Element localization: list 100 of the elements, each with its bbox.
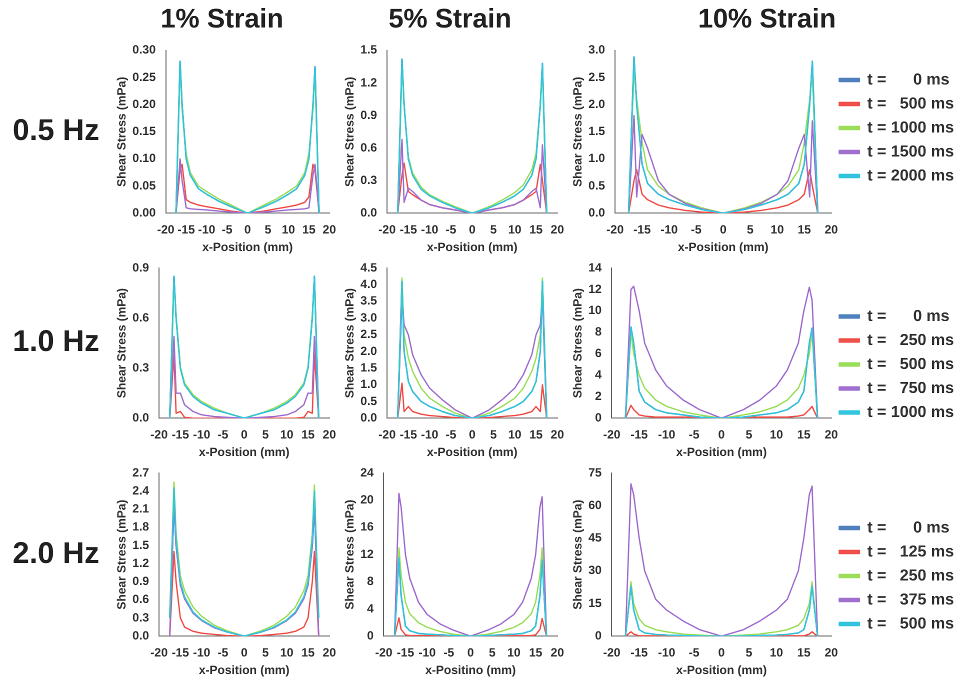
y-tick-label: 0.0 xyxy=(588,206,606,220)
y-tick-label: 0.25 xyxy=(132,70,156,84)
y-tick-label: 1.5 xyxy=(132,538,150,552)
x-axis-title: x-Positino (mm) xyxy=(425,663,516,678)
y-tick-label: 4.0 xyxy=(360,277,378,291)
y-tick-label: 0.6 xyxy=(360,140,378,154)
x-tick-label: -5 xyxy=(222,222,233,237)
y-tick-label: 10 xyxy=(588,303,602,318)
x-tick-label: 5 xyxy=(490,428,498,442)
y-tick-label: 6 xyxy=(595,346,602,360)
legend-label: t = 500 ms xyxy=(867,615,954,632)
y-tick-label: 1.5 xyxy=(360,360,378,374)
y-tick-label: 1.8 xyxy=(132,520,150,534)
x-tick-label: -5 xyxy=(690,222,702,237)
x-tick-label: 20 xyxy=(322,428,336,442)
y-tick-label: 2.4 xyxy=(132,483,150,498)
x-tick-label: 10 xyxy=(508,222,522,237)
x-tick-label: -20 xyxy=(150,428,168,442)
y-tick-label: 12 xyxy=(360,546,374,561)
x-tick-label: 15 xyxy=(797,646,811,660)
x-tick-label: 10 xyxy=(282,222,296,237)
x-tick-label: -5 xyxy=(444,646,454,660)
y-tick-label: 30 xyxy=(588,563,602,578)
legend-label: t = 0 ms xyxy=(867,71,950,88)
x-tick-label: 20 xyxy=(550,428,564,442)
x-tick-label: 10 xyxy=(770,428,784,442)
x-tick-label: -15 xyxy=(396,646,414,660)
y-tick-label: 20 xyxy=(360,492,374,507)
legend-label: t = 0 ms xyxy=(867,308,950,325)
y-tick-label: 0.9 xyxy=(132,574,150,588)
chart-title: 1% Strain xyxy=(160,4,284,34)
x-tick-label: 5 xyxy=(746,428,753,442)
x-tick-label: 5 xyxy=(488,646,496,660)
legend-label: t = 1000 ms xyxy=(867,404,954,421)
y-tick-label: 0.00 xyxy=(132,206,156,220)
y-tick-label: 2.0 xyxy=(588,96,606,111)
legend-label: t = 2000 ms xyxy=(867,167,954,184)
legend-label: t = 375 ms xyxy=(867,591,954,608)
x-tick-label: 20 xyxy=(824,428,838,442)
x-tick-label: 10 xyxy=(280,646,294,660)
x-tick-label: 5 xyxy=(262,646,270,660)
y-tick-label: 0.20 xyxy=(132,96,156,111)
legend-label: t = 1500 ms xyxy=(867,143,954,160)
y-tick-label: 15 xyxy=(588,596,602,610)
x-tick-label: 20 xyxy=(550,646,564,660)
x-tick-label: -20 xyxy=(375,646,393,660)
y-tick-label: 0.05 xyxy=(132,178,156,192)
x-tick-label: -15 xyxy=(172,646,190,660)
x-axis-title: x-Position (mm) xyxy=(678,240,769,254)
legend-label: t = 250 ms xyxy=(867,567,954,584)
x-tick-label: -15 xyxy=(172,428,190,442)
text: 2.0 Hz xyxy=(12,536,100,571)
x-tick-label: 15 xyxy=(528,646,543,660)
x-tick-label: -10 xyxy=(198,222,216,237)
y-tick-label: 12 xyxy=(588,282,602,296)
x-tick-label: 5 xyxy=(746,222,754,237)
x-tick-label: 15 xyxy=(302,222,316,237)
x-tick-label: 15 xyxy=(797,428,811,442)
x-axis-title: x-Position (mm) xyxy=(426,240,518,254)
x-tick-label: -5 xyxy=(218,646,229,660)
y-tick-label: 3.5 xyxy=(360,294,378,308)
x-tick-label: 10 xyxy=(507,646,521,660)
y-tick-label: 0.10 xyxy=(132,151,156,166)
x-axis-title: x-Position (mm) xyxy=(676,445,767,460)
legend-label: t = 750 ms xyxy=(867,380,954,397)
y-tick-label: 3.0 xyxy=(360,310,378,324)
x-tick-label: -20 xyxy=(378,222,396,237)
x-tick-label: 0 xyxy=(718,428,726,442)
x-axis-title: x-Position (mm) xyxy=(198,663,290,678)
x-tick-label: -20 xyxy=(378,428,396,442)
x-tick-label: 20 xyxy=(824,222,838,237)
x-tick-label: 15 xyxy=(529,222,544,237)
y-tick-label: 1.2 xyxy=(360,75,378,90)
y-axis-title: Shear Stress (mPa) xyxy=(114,500,129,610)
chart-title: 5% Strain xyxy=(388,4,512,34)
x-tick-label: -5 xyxy=(688,646,700,660)
y-tick-label: 4.5 xyxy=(360,260,378,274)
y-tick-label: 0.3 xyxy=(132,360,150,374)
y-tick-label: 1.0 xyxy=(360,377,378,392)
y-tick-label: 45 xyxy=(588,530,602,545)
y-axis-title: Shear Stress (mPa) xyxy=(570,288,585,398)
x-tick-label: 15 xyxy=(529,428,544,442)
y-axis-title: Shear Stress (mPa) xyxy=(570,500,585,610)
x-tick-label: -10 xyxy=(658,646,676,660)
x-tick-label: -5 xyxy=(446,222,457,237)
y-tick-label: 0.15 xyxy=(132,124,156,138)
y-tick-label: 0 xyxy=(367,628,374,643)
y-tick-label: 0.0 xyxy=(360,206,378,220)
x-tick-label: 0 xyxy=(240,646,248,660)
x-axis-title: x-Position (mm) xyxy=(426,445,518,460)
x-tick-label: -10 xyxy=(418,646,436,660)
x-tick-label: 0 xyxy=(468,222,476,237)
y-tick-label: 0.30 xyxy=(132,42,156,57)
x-tick-label: 15 xyxy=(798,222,812,237)
y-tick-label: 0.5 xyxy=(360,394,378,408)
x-tick-label: 15 xyxy=(301,428,316,442)
x-axis-title: x-Position (mm) xyxy=(202,240,293,254)
legend-label: t = 1000 ms xyxy=(867,119,954,136)
x-tick-label: -5 xyxy=(218,428,229,442)
y-tick-label: 0.6 xyxy=(132,310,150,324)
